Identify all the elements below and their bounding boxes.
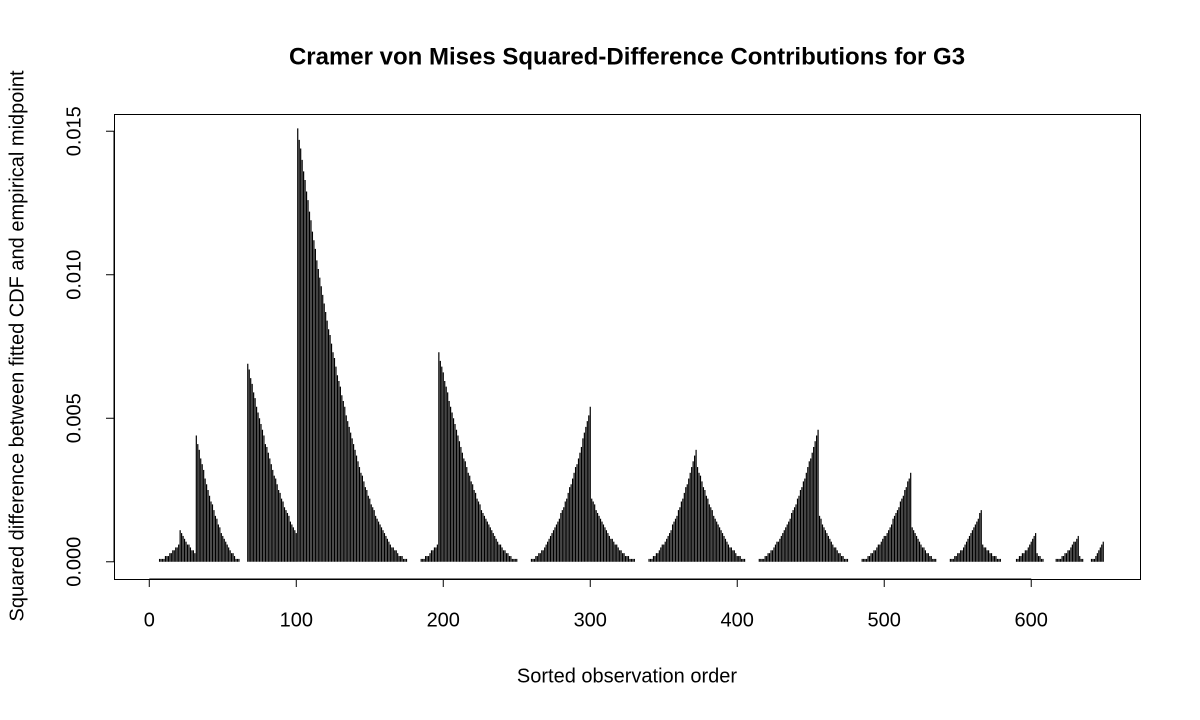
x-axis-label: Sorted observation order — [517, 665, 737, 687]
chart-title: Cramer von Mises Squared-Difference Cont… — [289, 43, 965, 70]
y-tick-label: 0.005 — [63, 393, 85, 443]
x-tick-label: 0 — [144, 609, 155, 631]
x-tick-label: 200 — [427, 609, 460, 631]
x-tick-label: 600 — [1015, 609, 1048, 631]
x-tick-label: 400 — [721, 609, 754, 631]
y-tick-label: 0.010 — [63, 250, 85, 300]
y-tick-label: 0.015 — [63, 106, 85, 156]
x-tick-label: 300 — [574, 609, 607, 631]
y-axis-label: Squared difference between fitted CDF an… — [6, 70, 28, 621]
x-tick-label: 500 — [868, 609, 901, 631]
y-tick-label: 0.000 — [63, 537, 85, 587]
x-tick-label: 100 — [280, 609, 313, 631]
